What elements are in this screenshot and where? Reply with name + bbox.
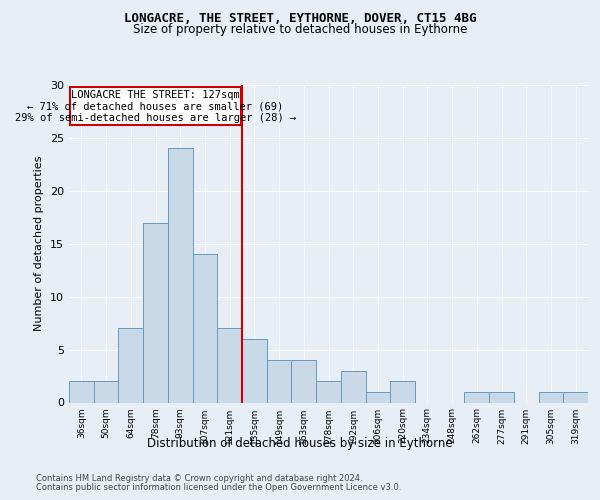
Bar <box>464 392 489 402</box>
Bar <box>316 382 341 402</box>
Bar <box>267 360 292 403</box>
Bar <box>193 254 217 402</box>
Bar <box>69 382 94 402</box>
Bar <box>118 328 143 402</box>
Text: Contains public sector information licensed under the Open Government Licence v3: Contains public sector information licen… <box>36 484 401 492</box>
Bar <box>94 382 118 402</box>
Bar <box>168 148 193 402</box>
Bar <box>563 392 588 402</box>
Bar <box>292 360 316 403</box>
Text: Contains HM Land Registry data © Crown copyright and database right 2024.: Contains HM Land Registry data © Crown c… <box>36 474 362 483</box>
Bar <box>539 392 563 402</box>
Text: LONGACRE THE STREET: 127sqm
← 71% of detached houses are smaller (69)
29% of sem: LONGACRE THE STREET: 127sqm ← 71% of det… <box>15 90 296 123</box>
Bar <box>242 339 267 402</box>
Text: Size of property relative to detached houses in Eythorne: Size of property relative to detached ho… <box>133 22 467 36</box>
Bar <box>341 371 365 402</box>
Bar <box>143 222 168 402</box>
Text: LONGACRE, THE STREET, EYTHORNE, DOVER, CT15 4BG: LONGACRE, THE STREET, EYTHORNE, DOVER, C… <box>124 12 476 26</box>
Bar <box>217 328 242 402</box>
Text: Distribution of detached houses by size in Eythorne: Distribution of detached houses by size … <box>147 438 453 450</box>
Bar <box>390 382 415 402</box>
Bar <box>365 392 390 402</box>
Bar <box>70 87 241 125</box>
Bar <box>489 392 514 402</box>
Y-axis label: Number of detached properties: Number of detached properties <box>34 156 44 332</box>
